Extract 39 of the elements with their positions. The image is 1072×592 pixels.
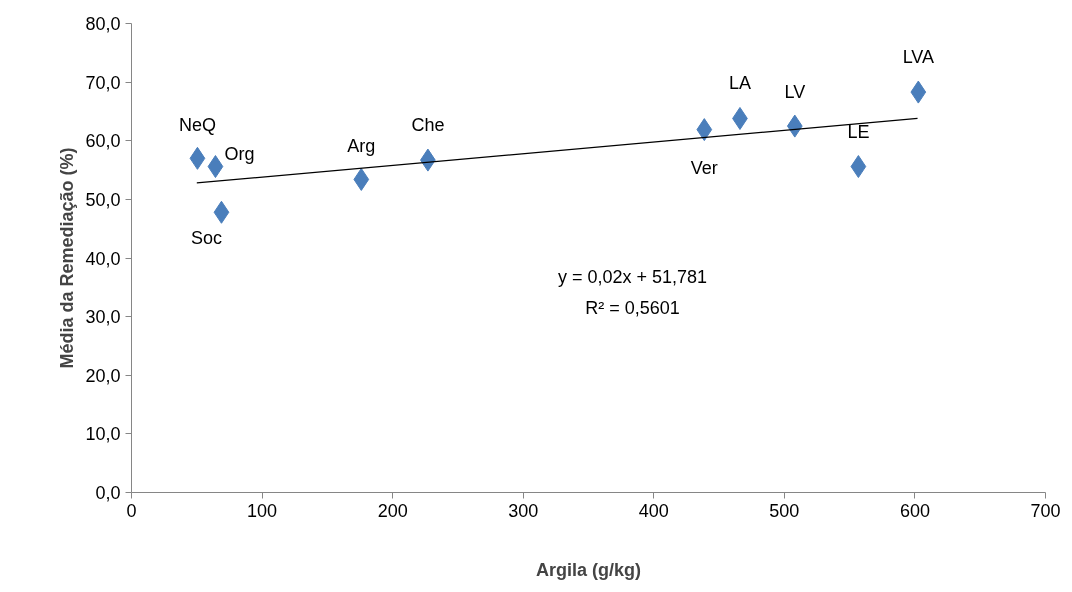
point [189, 146, 206, 170]
x-axis-title: Argila (g/kg) [536, 559, 642, 580]
annotation: Org [224, 143, 255, 164]
annotation: NeQ [178, 115, 216, 136]
x-tick-label: 0 [126, 500, 137, 521]
annotation: LV [784, 82, 806, 103]
y-axis-title: Média da Remediação (%) [57, 147, 78, 369]
y-tick-label: 80,0 [85, 14, 121, 34]
annotation: Arg [347, 136, 376, 157]
annotation: LVA [902, 47, 935, 68]
annotation: y = 0,02x + 51,781 [557, 266, 708, 287]
y-tick-label: 50,0 [85, 189, 121, 210]
point [696, 118, 713, 142]
point [910, 80, 927, 104]
point [207, 155, 224, 179]
y-tick-label: 20,0 [85, 365, 121, 386]
y-tick-label: 0,0 [95, 483, 121, 503]
y-tick-label: 10,0 [85, 424, 121, 445]
annotation: LE [847, 121, 870, 142]
y-tick-label: 30,0 [85, 307, 121, 328]
x-tick-label: 700 [1030, 500, 1061, 521]
y-tick-label: 60,0 [85, 131, 121, 152]
annotation: Ver [690, 157, 718, 178]
annotation: R² = 0,5601 [585, 297, 680, 318]
x-tick-label: 600 [899, 500, 930, 521]
annotation: LA [728, 73, 751, 94]
x-tick-label: 200 [377, 500, 408, 521]
x-tick-label: 500 [769, 500, 800, 521]
point [786, 114, 803, 138]
annotation: Soc [190, 228, 222, 249]
point [353, 167, 370, 191]
x-tick-label: 300 [508, 500, 539, 521]
point [850, 155, 867, 179]
y-tick-label: 40,0 [85, 248, 121, 269]
annotation: Che [411, 115, 445, 136]
x-tick-label: 100 [247, 500, 278, 521]
y-tick-label: 70,0 [85, 72, 121, 93]
x-tick-label: 400 [638, 500, 669, 521]
point [213, 200, 230, 224]
